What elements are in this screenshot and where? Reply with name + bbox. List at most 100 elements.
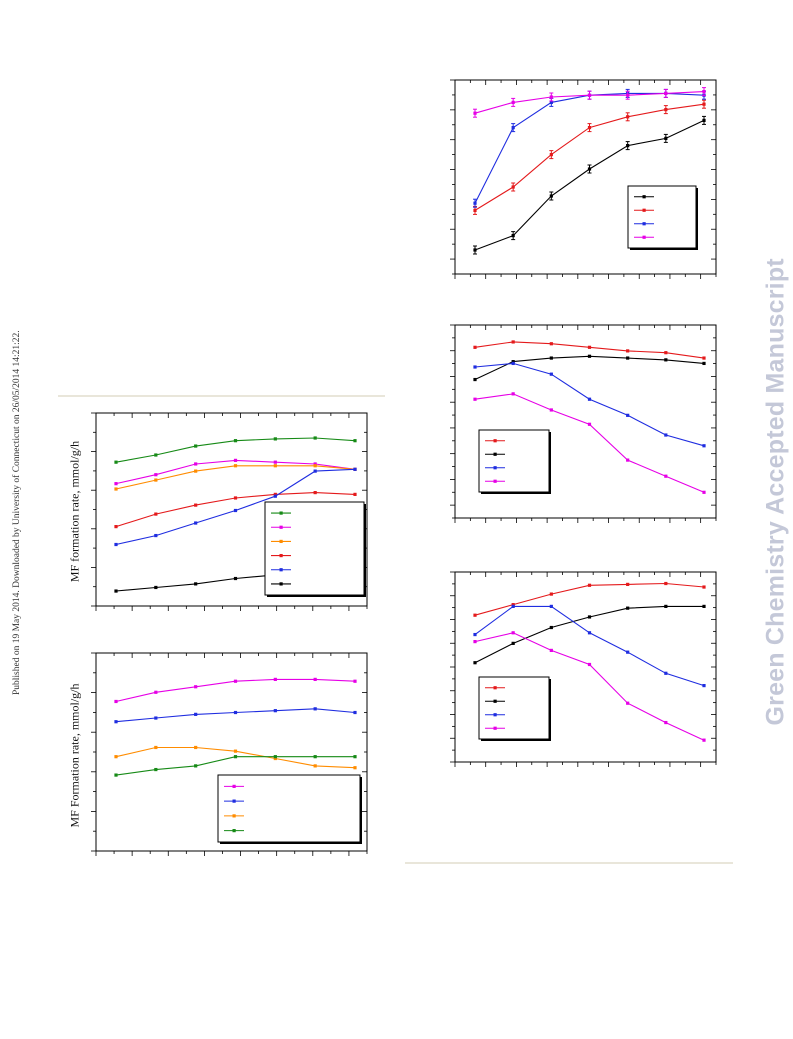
right-bottom-series-magenta-point [511,631,515,635]
left-bottom-legend [217,774,361,843]
left-bottom-series-orange-point [353,766,357,770]
right-bottom-series-blue-point [549,604,553,608]
right-bottom-series-red-point [664,581,668,586]
left-top-series-magenta-point [114,482,118,486]
right-middle-series-red-point [587,345,592,349]
right-bottom-legend-marker-red [493,686,497,690]
right-bottom-legend-marker-black [493,699,497,703]
right-bottom-series-red-point [549,592,553,596]
left-top-legend-marker-green [279,511,283,515]
right-top-series-black-point [702,118,706,122]
right-middle-series-black-point [702,361,706,366]
right-top-series-black-point [664,136,668,140]
right-bottom-series-black-point [511,641,515,645]
right-top-series-red-point [626,115,630,119]
right-bottom-series-blue-point [511,604,515,608]
right-middle-legend-marker-magenta [493,479,497,483]
left-bottom-series-orange-point [313,764,317,768]
right-top-series-red-point [511,185,515,189]
left-top-series-black-point [154,585,158,590]
left-top-series-orange-point [154,478,158,482]
right-middle-legend-marker-black [493,452,497,456]
right-bottom-legend [478,676,550,740]
left-top-series-blue-point [114,542,118,547]
right-top-series-red-point [473,208,477,212]
left-bottom-series-green-point [154,767,158,772]
left-bottom-legend-marker-green [232,829,236,833]
right-top-series-blue-point [473,201,477,205]
right-top-series-blue-point [511,126,515,130]
left-bottom-series-blue-point [194,712,198,716]
right-top-legend [627,185,697,249]
right-middle-series-black-point [549,356,553,360]
left-top-series-red-point [313,491,317,495]
right-middle-legend-marker-blue [493,466,497,470]
left-bottom-series-blue-point [313,707,317,711]
left-bottom-series-blue-point [273,709,277,713]
right-middle-series-magenta-point [626,458,630,462]
right-divider-rule [405,862,733,864]
right-middle-series-magenta-point [664,474,668,478]
right-middle-series-red-point [473,345,477,349]
left-bottom-series-magenta-point [154,690,158,694]
right-bottom-series-magenta-point [549,648,553,652]
left-top-series-blue-point [313,469,317,473]
right-bottom-series-red-point [626,582,630,586]
left-top-series-black-point [114,589,118,593]
right-top-series-magenta-point [626,93,630,97]
left-bottom-legend-marker-orange [232,814,236,818]
left-top-series-orange-line [115,465,356,490]
right-bottom-series-black-point [664,604,668,608]
right-top-series-red-point [664,108,668,112]
right-middle-series-red-point [702,356,706,360]
right-bottom-legend-marker-blue [493,713,497,717]
left-top-series-blue-point [273,494,277,498]
left-bottom-legend-marker-magenta [232,784,236,788]
left-top-series-green-point [353,439,357,443]
left-top-series-magenta-line [115,459,356,485]
left-top-series-green-point [233,439,238,443]
right-middle-legend [478,429,550,493]
right-top-series-red-point [587,126,592,130]
right-top-series-magenta-point [473,111,477,115]
right-bottom-series-blue-point [587,631,592,635]
right-middle-series-red-point [511,340,515,344]
left-bottom-series-blue-point [114,720,118,724]
right-top-series-red-point [549,153,553,157]
left-top-series-red-point [114,525,118,529]
left-top-series-green-point [194,444,198,448]
left-bottom-series-magenta-point [353,679,357,683]
right-top-series-magenta-point [664,91,668,95]
right-top-series-blue-point [549,100,553,104]
left-top-series-magenta-point [154,473,158,477]
left-bottom-series-orange-point [114,755,118,759]
right-middle-series-magenta-point [702,490,706,494]
left-bottom-series-green-point [353,755,357,759]
right-middle-series-blue-point [473,365,477,369]
left-top-legend [264,501,365,596]
right-top-legend-marker-blue [642,222,646,226]
left-bottom-series-blue-point [233,710,238,715]
right-bottom-series-red-point [511,603,515,607]
right-bottom-series-magenta-point [473,640,477,644]
right-middle-series-black-point [511,360,515,364]
right-bottom-series-blue-point [473,632,477,637]
left-bottom-series-magenta-point [114,699,118,704]
right-bottom-series-blue-point [626,650,630,654]
right-top-frame [454,79,717,275]
right-middle-series-black-point [626,356,630,360]
left-bottom-series-orange-point [194,745,198,750]
right-middle-series-black-line [474,355,705,380]
left-top-series-orange-point [313,464,317,468]
right-bottom-series-magenta-point [664,720,668,725]
right-top-series-magenta-point [587,93,592,97]
left-top-series-blue-point [154,533,158,538]
left-top-series-green-point [114,460,118,464]
left-bottom-series-magenta-point [194,685,198,689]
left-top-series-red-point [154,512,158,516]
left-top-series-green-point [273,437,277,441]
left-top-legend-marker-orange [279,539,283,544]
left-bottom-series-magenta-point [273,677,277,681]
right-middle-series-black-point [473,377,477,382]
right-bottom-legend-marker-magenta [493,726,497,730]
